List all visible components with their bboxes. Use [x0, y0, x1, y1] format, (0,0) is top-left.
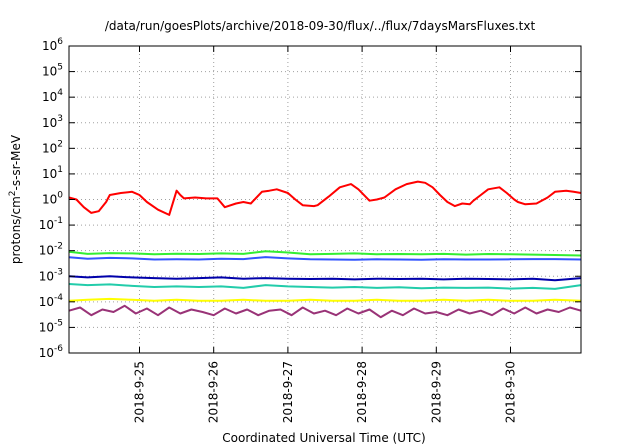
y-tick-base: 10 — [39, 295, 54, 309]
y-tick-base: 10 — [42, 65, 57, 79]
y-tick-base: 10 — [42, 167, 57, 181]
x-axis-label: Coordinated Universal Time (UTC) — [222, 431, 425, 445]
series-layer — [68, 180, 582, 319]
y-tick-base: 10 — [42, 193, 57, 207]
y-tick-exponent: -2 — [54, 242, 63, 252]
y-tick-exponent: 5 — [57, 63, 63, 73]
y-tick-base: 10 — [42, 141, 57, 155]
y-axis-label-rest: -s-sr-MeV — [9, 134, 23, 190]
y-tick-exponent: -6 — [54, 344, 63, 354]
y-tick-exponent: 3 — [57, 114, 63, 124]
y-axis-label: protons/cm2-s-sr-MeV — [8, 134, 23, 264]
y-tick-base: 10 — [39, 346, 54, 360]
y-tick-exponent: 0 — [57, 191, 63, 201]
series-line-4 — [68, 275, 582, 282]
y-tick-label: 101 — [42, 165, 63, 181]
x-axis: 2018-9-25 2018-9-26 2018-9-27 2018-9-28 2018… — [132, 46, 518, 423]
y-tick-exponent: -3 — [54, 267, 63, 277]
y-tick-label: 10-3 — [39, 267, 63, 283]
y-tick-exponent: -1 — [54, 216, 63, 226]
x-tick-label: 2018-9-28 — [355, 361, 369, 423]
y-tick-base: 10 — [42, 90, 57, 104]
y-tick-exponent: 1 — [57, 165, 63, 175]
series-line-5 — [68, 283, 582, 290]
y-tick-label: 103 — [42, 114, 63, 130]
y-tick-exponent: 6 — [57, 37, 63, 47]
y-axis-label-sup: 2 — [8, 191, 18, 197]
x-tick-label: 2018-9-27 — [281, 361, 295, 423]
y-tick-label: 106 — [42, 37, 63, 53]
series-line-7 — [68, 304, 582, 319]
y-tick-exponent: -4 — [54, 293, 63, 303]
y-axis: 10-610-510-410-310-210-11001011021031041… — [39, 37, 581, 360]
y-tick-label: 102 — [42, 139, 63, 155]
x-tick-label: 2018-9-25 — [132, 361, 146, 423]
x-tick-label: 2018-9-26 — [207, 361, 221, 423]
y-tick-base: 10 — [39, 218, 54, 232]
y-tick-label: 100 — [42, 191, 63, 207]
series-line-3 — [68, 256, 582, 261]
y-tick-label: 10-6 — [39, 344, 64, 360]
y-tick-base: 10 — [39, 244, 54, 258]
y-tick-label: 10-2 — [39, 242, 63, 258]
y-tick-exponent: -5 — [54, 318, 63, 328]
y-tick-label: 105 — [42, 63, 63, 79]
y-tick-exponent: 4 — [57, 88, 63, 98]
y-axis-label-base: protons/cm — [9, 196, 23, 264]
y-tick-exponent: 2 — [57, 139, 63, 149]
series-line-1 — [68, 180, 582, 216]
y-tick-label: 10-4 — [39, 293, 64, 309]
y-tick-base: 10 — [42, 39, 57, 53]
x-tick-label: 2018-9-30 — [504, 361, 518, 423]
series-line-2 — [68, 250, 582, 257]
y-tick-base: 10 — [42, 116, 57, 130]
y-tick-base: 10 — [39, 320, 54, 334]
y-tick-base: 10 — [39, 269, 54, 283]
series-line-6 — [68, 297, 582, 302]
chart-title: /data/run/goesPlots/archive/2018-09-30/f… — [105, 19, 536, 33]
y-tick-label: 10-5 — [39, 318, 63, 334]
y-tick-label: 10-1 — [39, 216, 63, 232]
x-tick-label: 2018-9-29 — [429, 361, 443, 423]
y-tick-label: 104 — [42, 88, 63, 104]
